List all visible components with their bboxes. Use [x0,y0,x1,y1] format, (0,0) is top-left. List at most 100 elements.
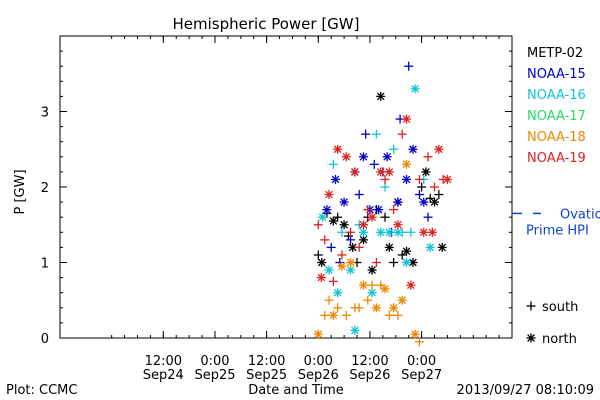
north-point-noaa-15 [331,174,341,184]
marker-stroke [376,168,385,176]
south-point-noaa-15 [361,129,371,139]
north-point-noaa-19 [358,220,368,230]
south-point-metp-02 [343,231,353,241]
series-legend: METP-02 NOAA-15 NOAA-16 NOAA-17 NOAA-18 NOAA-… [527,46,586,166]
north-point-noaa-15 [408,144,418,154]
x-tick-time-label: 12:00 [351,354,388,369]
north-point-metp-02 [317,258,327,267]
north-point-noaa-18 [380,284,390,294]
data-points [313,61,452,347]
north-point-metp-02 [384,242,394,252]
x-axis-ticks: 12:00Sep240:00Sep2512:00Sep250:00Sep2612… [111,36,500,383]
legend-entry: NOAA-15 [527,67,586,82]
north-point-noaa-19 [434,144,444,154]
marker-stroke [411,85,419,93]
north-point-noaa-19 [367,212,377,222]
marker-stroke [419,198,428,206]
south-point-metp-02 [417,182,427,192]
north-point-metp-02 [358,235,368,245]
north-point-noaa-19 [402,114,412,124]
south-point-metp-02 [425,193,435,203]
marker-stroke [346,258,355,267]
north-point-noaa-19 [393,220,403,230]
south-point-metp-02 [380,212,390,222]
marker-stroke [318,213,327,222]
marker-stroke [351,326,359,335]
marker-stroke [359,228,368,237]
north-point-noaa-18 [410,329,420,339]
x-tick-time-label: 0:00 [304,354,333,369]
north-point-metp-02 [402,246,412,256]
plot-frame [59,35,513,339]
north-point-noaa-15 [393,197,403,207]
north-point-metp-02 [339,220,349,230]
marker-stroke [359,281,368,289]
marker-stroke [351,168,359,176]
marker-stroke [314,330,323,339]
south-point-noaa-19 [354,242,364,252]
north-point-noaa-16 [410,84,420,94]
marker-stroke [438,243,447,252]
marker-stroke [329,217,338,225]
marker-stroke [422,168,430,176]
y-tick-label: 3 [41,106,49,121]
marker-stroke [329,311,338,320]
south-point-noaa-16 [380,182,390,192]
x-tick-date-label: Sep26 [298,368,339,383]
north-point-noaa-16 [384,227,394,237]
marker-stroke [428,228,437,237]
marker-stroke [426,243,435,252]
y-axis-ticks: 0 1 2 3 [41,35,512,347]
south-point-noaa-15 [404,61,414,71]
north-marker-label: north [542,332,577,347]
marker-stroke [342,152,351,161]
south-marker-label: south [542,300,578,315]
north-point-metp-02 [421,167,431,177]
south-point-noaa-15 [414,190,424,200]
marker-stroke [333,145,342,154]
marker-stroke [394,220,402,229]
south-point-noaa-16 [337,227,347,237]
south-point-noaa-15 [326,242,336,252]
north-point-noaa-16 [324,265,334,275]
x-tick-date-label: Sep24 [143,368,184,383]
south-point-noaa-19 [337,250,347,260]
marker-stroke [359,220,368,229]
y-tick-label: 1 [41,257,49,272]
south-point-noaa-18 [354,303,364,313]
north-point-noaa-18 [402,159,412,169]
north-point-noaa-16 [346,265,356,275]
south-point-metp-02 [333,212,343,222]
x-tick-date-label: Sep25 [194,368,235,383]
north-point-noaa-16 [333,288,343,298]
ovation-label-line2: Prime HPI [526,223,589,238]
north-point-noaa-15 [419,197,429,207]
marker-stroke [527,334,535,342]
x-tick-date-label: Sep25 [246,368,287,383]
north-point-noaa-18 [358,280,368,290]
north-point-noaa-15 [382,152,392,162]
south-point-noaa-15 [335,258,345,267]
north-marker-symbol [526,333,536,343]
legend-entry: NOAA-18 [527,130,586,145]
marker-stroke [385,243,394,252]
south-point-noaa-19 [313,220,323,230]
north-point-noaa-15 [322,205,332,215]
north-point-noaa-16 [425,242,435,252]
marker-stroke [402,258,411,267]
north-point-noaa-15 [358,152,368,162]
marker-stroke [346,266,355,274]
south-point-noaa-16 [389,144,399,154]
north-point-noaa-19 [324,190,334,200]
legend-entry: NOAA-19 [527,151,586,166]
south-point-noaa-16 [397,227,407,237]
north-point-noaa-18 [346,258,356,267]
footer-credit: Plot: CCMC [6,383,77,398]
north-point-noaa-18 [328,310,338,320]
marker-stroke [374,205,383,214]
north-point-metp-02 [437,242,447,252]
x-tick-time-label: 12:00 [248,354,285,369]
legend-entry: NOAA-16 [527,88,586,103]
marker-stroke [394,198,402,206]
south-point-noaa-18 [333,303,343,313]
